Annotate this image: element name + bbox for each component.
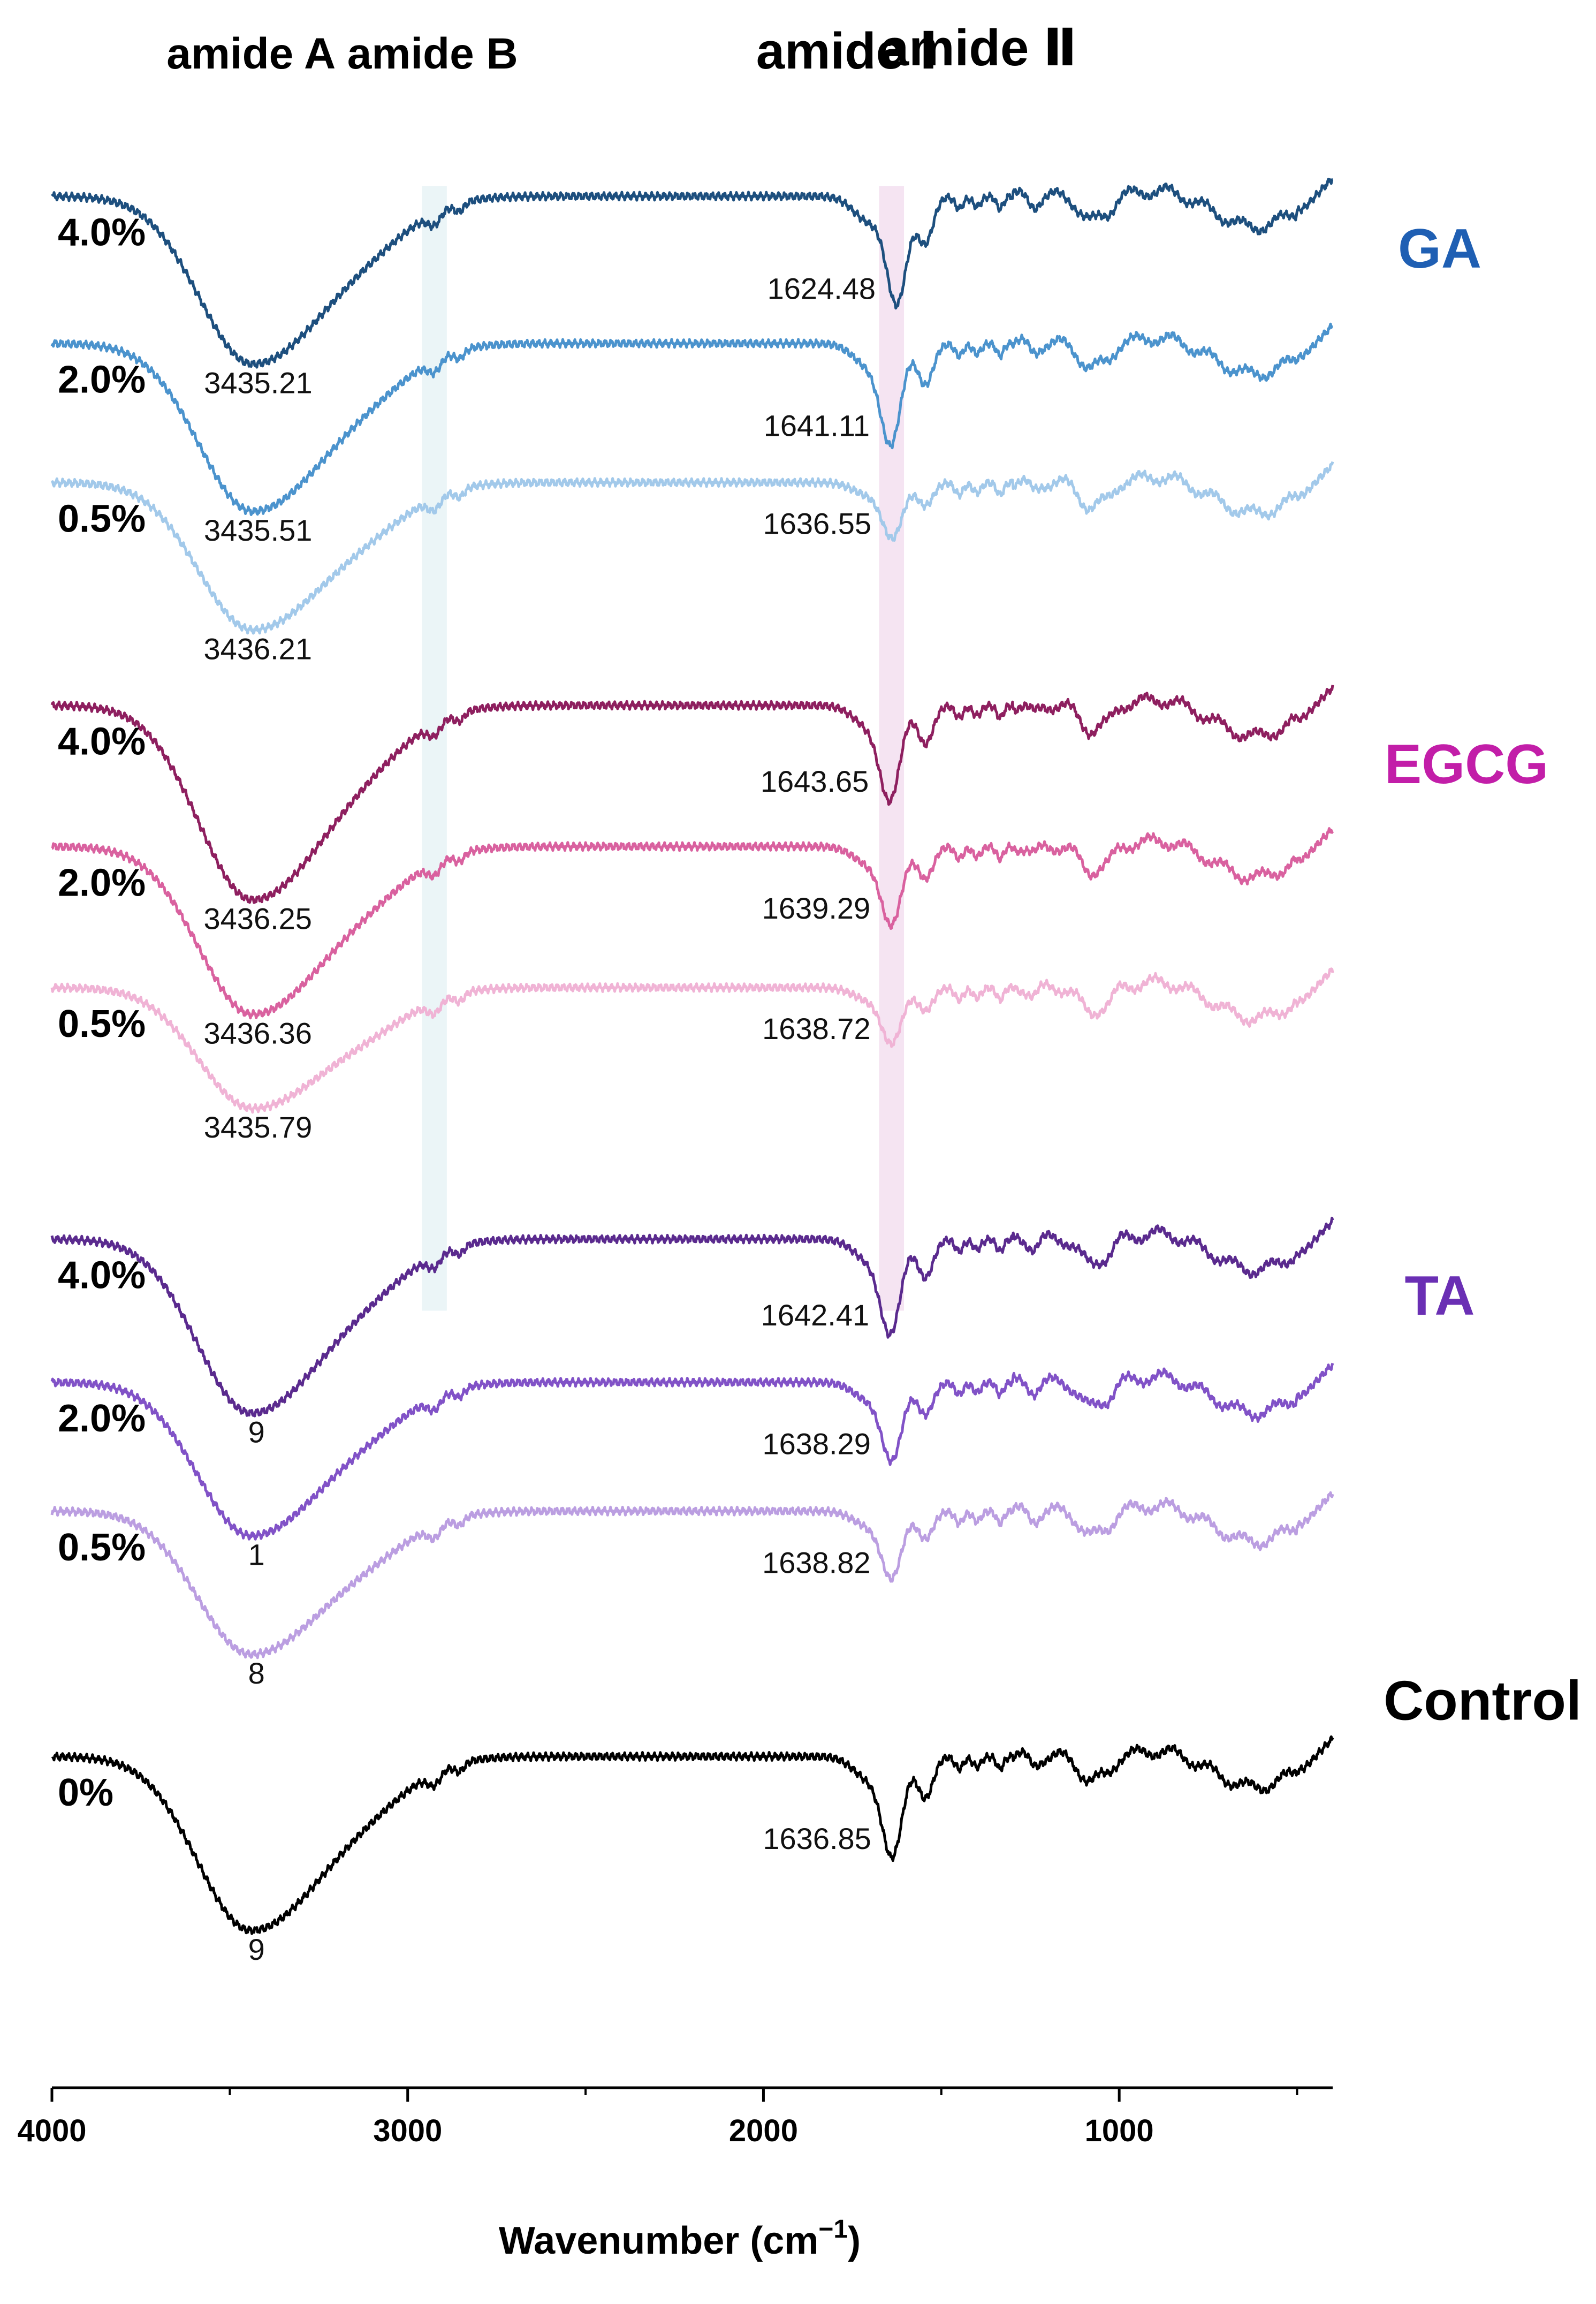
amide-a-peak-label: 8 xyxy=(248,1656,265,1690)
series-line-ta-05 xyxy=(50,1491,1334,1659)
concentration-label: 0% xyxy=(58,1771,113,1814)
x-tick-label: 4000 xyxy=(17,2113,86,2148)
concentration-label: 2.0% xyxy=(58,861,146,904)
group-label-control: Control xyxy=(1384,1670,1582,1732)
amide-a-peak-label: 9 xyxy=(248,1932,265,1966)
amide-a-peak-label: 3436.25 xyxy=(204,902,312,936)
x-axis-label-sup: −1 xyxy=(818,2215,848,2244)
x-axis-label-main: Wavenumber (cm xyxy=(499,2219,818,2262)
group-label-ga: GA xyxy=(1398,218,1481,280)
amide-i-peak-label: 1642.41 xyxy=(761,1298,869,1332)
concentration-label: 2.0% xyxy=(58,359,146,401)
band-title: amide Ⅱ xyxy=(880,19,1077,77)
concentration-label: 4.0% xyxy=(58,1254,146,1297)
series-line-ta-40 xyxy=(50,1216,1334,1418)
concentration-label: 0.5% xyxy=(58,1003,146,1045)
highlight-band-0 xyxy=(422,186,447,1311)
group-label-egcg: EGCG xyxy=(1385,733,1548,795)
x-tick-label: 2000 xyxy=(729,2113,798,2148)
series-line-ga-40 xyxy=(51,178,1334,369)
amide-i-peak-label: 1636.55 xyxy=(763,507,871,541)
concentration-label: 2.0% xyxy=(58,1397,146,1440)
amide-a-peak-label: 9 xyxy=(248,1415,265,1449)
amide-a-peak-label: 3435.79 xyxy=(204,1110,312,1144)
amide-i-peak-label: 1638.72 xyxy=(762,1012,870,1045)
amide-a-peak-label: 3435.21 xyxy=(204,366,312,400)
spectra xyxy=(50,178,1334,1935)
group-label-ta: TA xyxy=(1405,1265,1475,1327)
concentration-label: 4.0% xyxy=(58,211,146,254)
highlight-bands xyxy=(422,186,905,1311)
amide-a-peak-label: 3436.21 xyxy=(204,632,312,665)
amide-i-peak-label: 1636.85 xyxy=(763,1822,871,1855)
amide-i-peak-label: 1643.65 xyxy=(761,764,869,798)
amide-i-peak-label: 1638.29 xyxy=(762,1427,870,1461)
amide-i-peak-label: 1638.82 xyxy=(762,1545,870,1579)
amide-a-peak-label: 3436.36 xyxy=(203,1017,311,1050)
x-axis-label-tail: ) xyxy=(848,2219,861,2262)
band-title: amide B xyxy=(347,29,518,78)
x-tick-label: 3000 xyxy=(373,2113,442,2148)
highlight-band-1 xyxy=(879,186,905,1311)
concentration-label: 0.5% xyxy=(58,497,146,540)
series-line-egcg-20 xyxy=(51,827,1334,1020)
series-line-control-0 xyxy=(51,1735,1334,1935)
x-axis-label: Wavenumber (cm−1) xyxy=(499,2215,861,2262)
amide-i-peak-label: 1639.29 xyxy=(762,891,870,925)
x-tick-label: 1000 xyxy=(1085,2113,1154,2148)
labels: 4.0% 3435.21 1624.48 2.0% 3435.51 1641.11 0.5%… xyxy=(58,19,1582,1966)
concentration-label: 0.5% xyxy=(58,1526,146,1569)
amide-a-peak-label: 1 xyxy=(248,1538,265,1572)
x-axis: 4000 3000 2000 1000 Wavenumber (cm−1) xyxy=(17,2086,1333,2262)
series-line-ga-05 xyxy=(50,461,1334,635)
series-line-egcg-05 xyxy=(50,967,1334,1114)
series-line-ta-20 xyxy=(50,1362,1334,1541)
concentration-label: 4.0% xyxy=(58,721,146,763)
series-line-ga-20 xyxy=(50,322,1334,516)
amide-i-peak-label: 1624.48 xyxy=(767,271,876,305)
band-title: amide A xyxy=(166,29,336,78)
band-title: amide Ⅰ xyxy=(756,22,938,80)
series-line-egcg-40 xyxy=(50,685,1334,904)
amide-a-peak-label: 3435.51 xyxy=(204,513,312,547)
amide-i-peak-label: 1641.11 xyxy=(764,408,870,442)
